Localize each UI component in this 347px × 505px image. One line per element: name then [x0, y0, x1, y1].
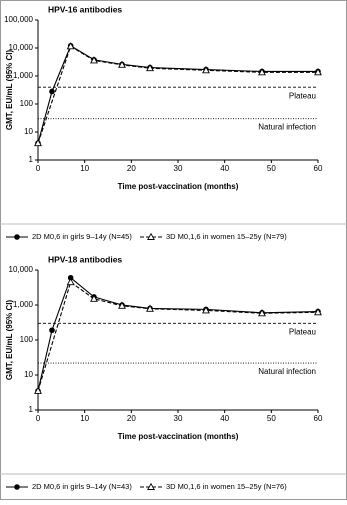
- series-line: [37, 281, 319, 392]
- marker: [314, 68, 322, 76]
- y-tick-label: 1: [29, 405, 34, 414]
- marker: [66, 277, 75, 286]
- marker: [14, 234, 20, 240]
- marker: [147, 482, 155, 490]
- x-tick-label: 10: [80, 414, 89, 423]
- marker: [146, 63, 154, 72]
- series-line: [37, 45, 318, 144]
- marker: [314, 308, 322, 316]
- legend-label: 3D M0,1,6 in women 15–25y (N=79): [166, 232, 287, 241]
- legend-label: 2D M0,6 in girls 9–14y (N=43): [32, 482, 132, 491]
- x-tick-label: 0: [36, 164, 41, 173]
- y-tick-label: 100: [20, 335, 34, 344]
- y-tick-label: 100,000: [4, 15, 33, 24]
- x-tick-label: 60: [314, 164, 323, 173]
- x-tick-label: 40: [220, 164, 229, 173]
- y-axis-label: GMT, EU/mL (95% CI): [5, 300, 14, 381]
- marker: [118, 301, 126, 309]
- x-tick-label: 30: [174, 414, 183, 423]
- x-axis-label: Time post-vaccination (months): [118, 432, 239, 441]
- y-tick-label: 1,000: [13, 71, 34, 80]
- x-tick-label: 30: [174, 164, 183, 173]
- marker: [258, 309, 266, 317]
- marker: [34, 138, 42, 147]
- x-tick-label: 50: [267, 414, 276, 423]
- x-tick-label: 20: [127, 414, 136, 423]
- x-tick-label: 40: [220, 414, 229, 423]
- marker: [202, 66, 210, 74]
- x-tick-label: 10: [80, 164, 89, 173]
- reference-label: Plateau: [289, 91, 316, 100]
- panel-title: HPV-16 antibodies: [48, 4, 122, 14]
- y-tick-label: 10,000: [9, 265, 34, 274]
- marker: [90, 294, 98, 302]
- marker: [66, 42, 75, 50]
- legend-label: 3D M0,1,6 in women 15–25y (N=76): [166, 482, 287, 491]
- y-axis-label: GMT, EU/mL (95% CI): [5, 50, 14, 131]
- marker: [90, 56, 98, 64]
- x-axis-label: Time post-vaccination (months): [118, 182, 239, 191]
- marker: [67, 274, 74, 281]
- x-tick-label: 60: [314, 414, 323, 423]
- reference-label: Natural infection: [258, 123, 316, 132]
- y-tick-label: 100: [20, 99, 34, 108]
- panel-title: HPV-18 antibodies: [48, 254, 122, 264]
- y-tick-label: 10,000: [9, 43, 34, 52]
- y-tick-label: 1,000: [13, 300, 34, 309]
- reference-label: Plateau: [289, 327, 316, 336]
- reference-label: Natural infection: [258, 367, 316, 376]
- marker: [49, 88, 55, 95]
- legend-label: 2D M0,6 in girls 9–14y (N=45): [32, 232, 132, 241]
- marker: [34, 386, 42, 394]
- marker: [14, 484, 20, 490]
- x-tick-label: 50: [267, 164, 276, 173]
- y-tick-label: 1: [29, 155, 34, 164]
- marker: [146, 304, 154, 312]
- marker: [202, 306, 210, 314]
- y-tick-label: 10: [24, 370, 33, 379]
- x-tick-label: 20: [127, 164, 136, 173]
- marker: [49, 327, 55, 334]
- marker: [258, 68, 266, 76]
- y-tick-label: 10: [24, 127, 33, 136]
- marker: [118, 60, 126, 68]
- x-tick-label: 0: [36, 414, 41, 423]
- marker: [147, 232, 155, 240]
